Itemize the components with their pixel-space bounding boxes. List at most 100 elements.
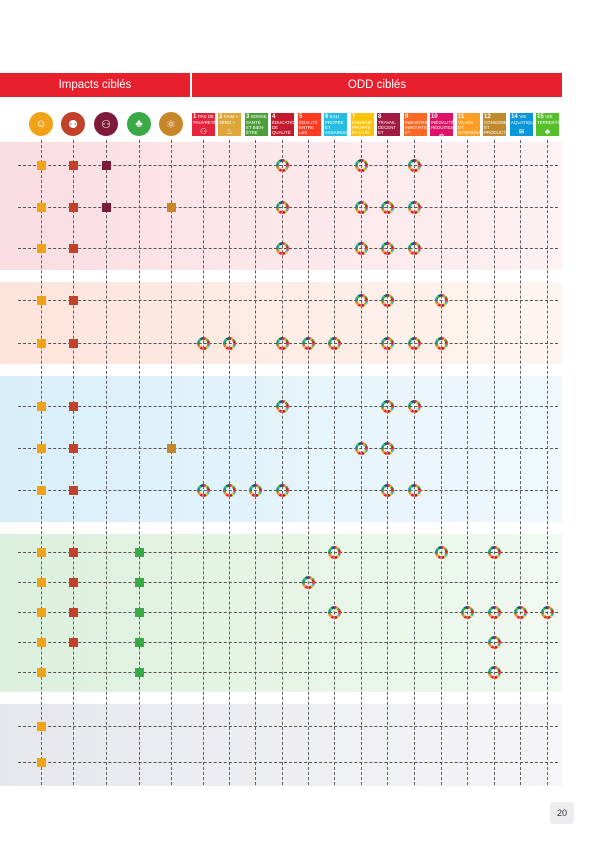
sdg-label: ÉNERGIE PROPRE ET D'UN COÛT ABORDABLE (352, 120, 372, 136)
impact-marker (68, 547, 78, 557)
impact-marker (68, 160, 78, 170)
grid-row-line (18, 642, 558, 643)
sdg-wheel-icon (460, 605, 474, 619)
sdg-glyph: ⊜ (431, 132, 452, 136)
impact-marker (36, 338, 46, 348)
impact-marker (101, 202, 111, 212)
group-band-2 (0, 282, 562, 364)
impact-marker (68, 338, 78, 348)
sdg-number: 9 (405, 114, 409, 120)
sdg-8-icon: 8 TRAVAIL DÉCENT ET CROISSANCE ÉCONOMIQU… (377, 113, 400, 136)
grid-column-line (229, 140, 230, 785)
sdg-glyph: ⚇ (199, 127, 208, 136)
people-group-icon: ⚇ (94, 112, 118, 136)
grid-row-line (18, 300, 558, 301)
sdg-glyph: ♨ (225, 127, 234, 136)
sdg-wheel-icon (196, 336, 210, 350)
sdg-wheel-icon (434, 336, 448, 350)
impact-marker (134, 547, 144, 557)
sdg-number: 5 (299, 114, 303, 120)
sdg-wheel-icon (540, 605, 554, 619)
impact-marker (36, 721, 46, 731)
sdg-number: 2 (219, 114, 225, 120)
sdg-label: FAIM « ZÉRO » (219, 114, 238, 125)
impacts-header-label: Impacts ciblés (58, 79, 132, 91)
impact-marker (68, 202, 78, 212)
sdg-wheel-icon (275, 336, 289, 350)
sdg-number: 3 (246, 114, 252, 120)
sdg-14-icon: 14 VIE AQUATIQUE ≋ (510, 113, 533, 136)
sdg-wheel-icon (407, 483, 421, 497)
sdg-wheel-icon (434, 545, 448, 559)
sdg-6-icon: 6 EAU PROPRE ET ASSAINISSEMENT⛉ (324, 113, 347, 136)
grid-column-line (414, 140, 415, 785)
odd-header-label: ODD ciblés (347, 79, 407, 91)
grid-row-line (18, 612, 558, 613)
page-number: 20 (550, 802, 574, 824)
group-band-4 (0, 534, 562, 692)
sdg-glyph: ♣ (544, 127, 551, 136)
grid-column-line (520, 140, 521, 785)
grid-row-line (18, 448, 558, 449)
sdg-15-icon: 15 VIE TERRESTRE ♣ (536, 113, 559, 136)
sdg-glyph: ≋ (518, 127, 525, 136)
sdg-wheel-icon (327, 336, 341, 350)
grid-column-line (547, 140, 548, 785)
impact-marker (68, 243, 78, 253)
sdg-wheel-icon (487, 605, 501, 619)
sdg-wheel-icon (354, 241, 368, 255)
sdg-wheel-icon (301, 575, 315, 589)
sdg-label: ÉGALITÉ ENTRE LES SEXES (299, 120, 318, 136)
grid-column-line (308, 140, 309, 785)
impact-marker (36, 637, 46, 647)
sdg-label: ÉDUCATION DE QUALITÉ (272, 120, 294, 135)
grid-column-line (106, 140, 107, 785)
sdg-number: 14 (511, 114, 520, 120)
sdg-4-icon: 4 ÉDUCATION DE QUALITÉ▯▯ (271, 113, 294, 136)
sdg-3-icon: 3 BONNE SANTÉ ET BIEN-ÊTRE∿♥ (245, 113, 268, 136)
grid-column-line (139, 140, 140, 785)
sdg-label: PAS DE PAUVRETÉ (193, 114, 215, 125)
impact-marker (68, 443, 78, 453)
grid-column-line (73, 140, 74, 785)
sdg-wheel-icon (354, 441, 368, 455)
sdg-number: 1 (193, 114, 199, 120)
sdg-wheel-icon (380, 399, 394, 413)
sdg-label: CONSOMMATION ET PRODUCTION RESPONSABLES (484, 120, 506, 136)
impact-marker (134, 667, 144, 677)
sdg-label: VILLES ET COMMUNAUTÉS DURABLES (458, 120, 480, 136)
sdg-label: BONNE SANTÉ ET BIEN-ÊTRE (246, 114, 267, 135)
sdg-wheel-icon (380, 336, 394, 350)
sdg-number: 15 (537, 114, 546, 120)
impact-marker (68, 295, 78, 305)
sdg-wheel-icon (222, 483, 236, 497)
sdg-wheel-icon (222, 336, 236, 350)
sdg-wheel-icon (487, 635, 501, 649)
sdg-wheel-icon (248, 483, 262, 497)
impact-marker (166, 443, 176, 453)
impact-marker (68, 577, 78, 587)
impact-marker (36, 667, 46, 677)
sdg-wheel-icon (407, 200, 421, 214)
impact-marker (36, 160, 46, 170)
odd-header: ODD ciblés (192, 73, 562, 97)
grid-row-line (18, 582, 558, 583)
impact-marker (36, 243, 46, 253)
impact-marker (36, 202, 46, 212)
grid-column-line (334, 140, 335, 785)
grid-column-line (467, 140, 468, 785)
sdg-wheel-icon (407, 399, 421, 413)
community-icon: ⚉ (61, 112, 85, 136)
sdg-number: 8 (378, 114, 382, 120)
grid-column-line (255, 140, 256, 785)
impact-marker (68, 637, 78, 647)
impact-marker (36, 401, 46, 411)
sdg-label: INÉGALITÉS RÉDUITES (431, 120, 453, 130)
sdg-wheel-icon (407, 336, 421, 350)
sdg-number: 12 (484, 114, 491, 120)
network-icon: ⚛ (159, 112, 183, 136)
sdg-wheel-icon (196, 483, 210, 497)
grid-column-line (494, 140, 495, 785)
sdg-label: INDUSTRIE, INNOVATION ET INFRASTRUCTURE (405, 120, 427, 136)
impact-marker (36, 443, 46, 453)
